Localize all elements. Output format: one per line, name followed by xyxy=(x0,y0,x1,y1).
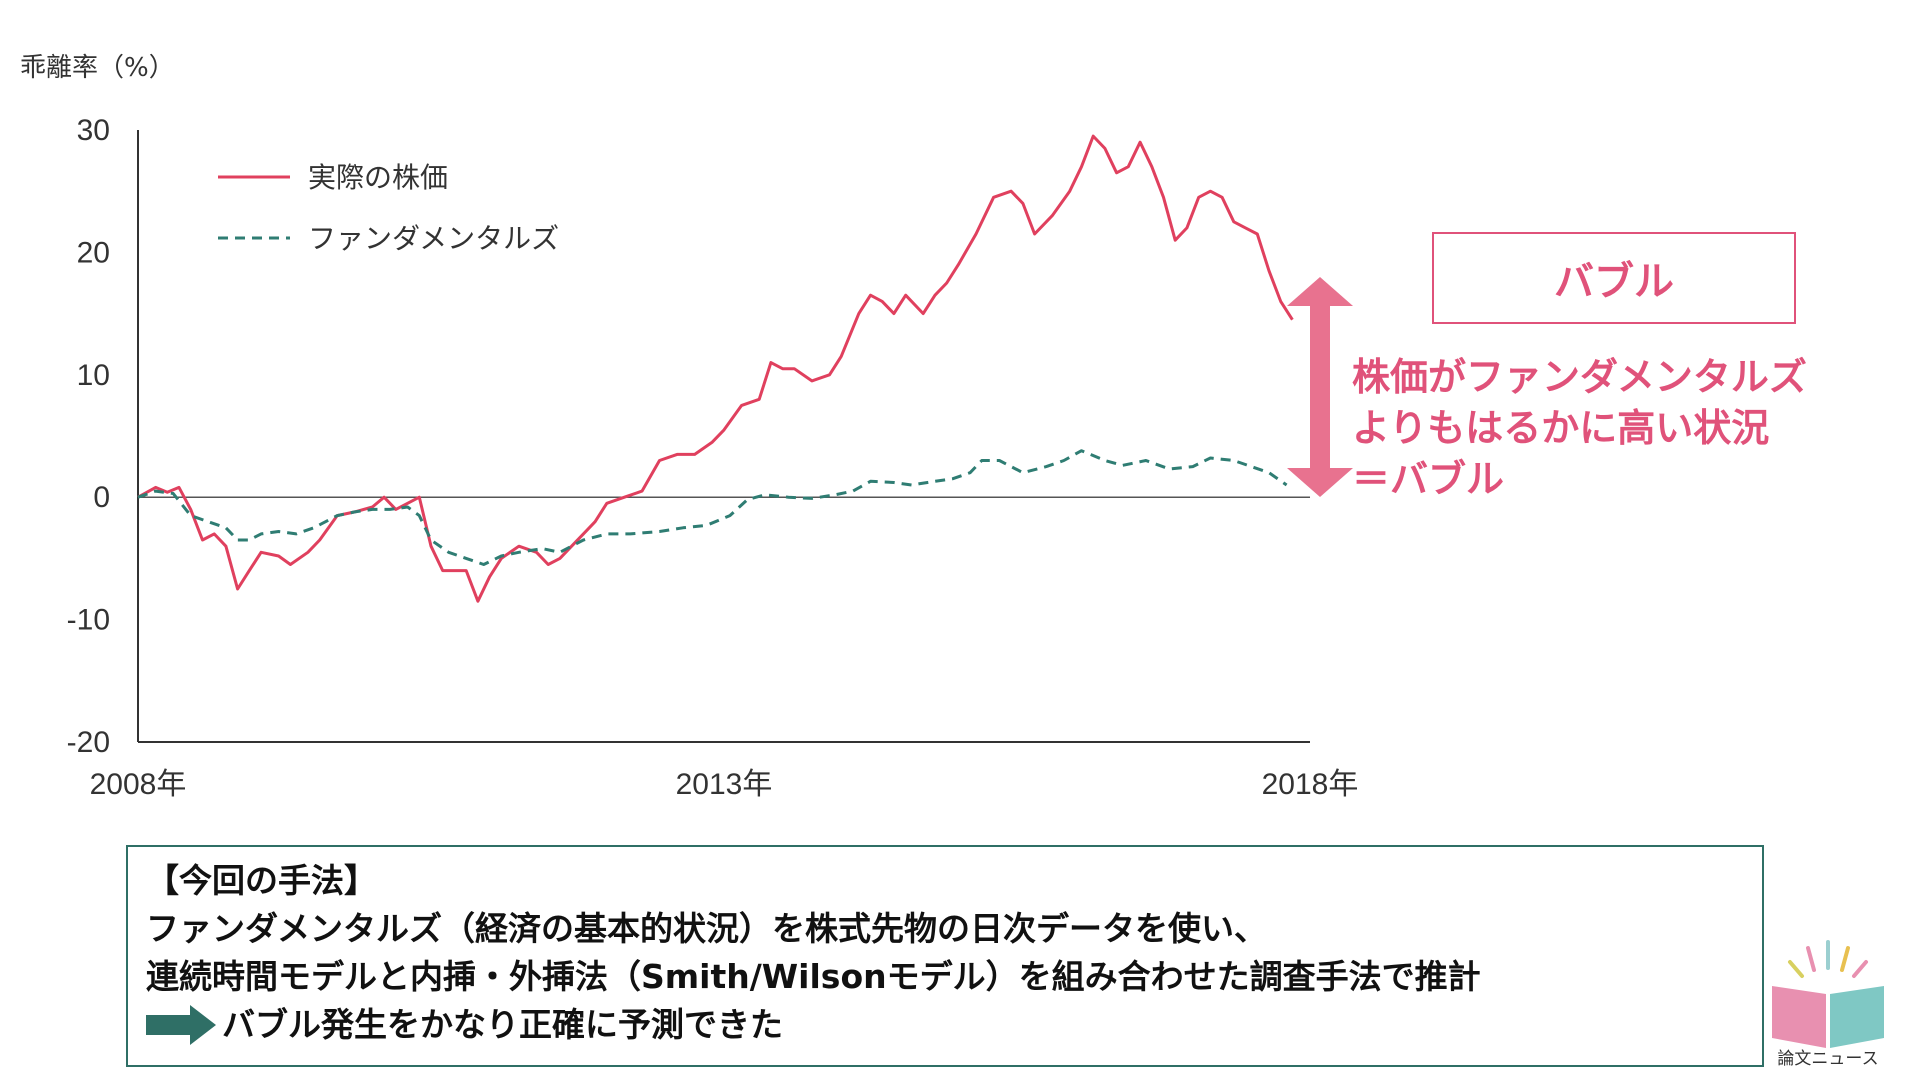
y-tick-label: 20 xyxy=(77,236,110,269)
series-line-actual-price xyxy=(137,134,1294,603)
method-line-2: 連続時間モデルと内挿・外挿法（Smith/Wilsonモデル）を組み合わせた調査… xyxy=(146,957,1481,996)
y-tick-label: 0 xyxy=(93,481,110,514)
y-tick-label: -10 xyxy=(67,604,110,637)
method-box: 【今回の手法】 ファンダメンタルズ（経済の基本的状況）を株式先物の日次データを使… xyxy=(126,845,1764,1067)
x-tick-label: 2018年 xyxy=(1262,768,1359,801)
y-tick-label: 10 xyxy=(77,359,110,392)
bubble-annotation: 株価がファンダメンタルズ よりもはるかに高い状況 ＝バブル xyxy=(1352,352,1892,505)
bubble-label: バブル xyxy=(1554,259,1674,305)
method-line-1: ファンダメンタルズ（経済の基本的状況）を株式先物の日次データを使い、 xyxy=(146,909,1268,948)
y-tick-label: -20 xyxy=(67,726,110,759)
legend-label-actual: 実際の株価 xyxy=(308,161,448,194)
x-tick-label: 2008年 xyxy=(90,768,187,801)
open-book-icon xyxy=(1772,940,1884,1048)
method-result: バブル発生をかなり正確に予測できた xyxy=(222,1005,783,1044)
annotation-line-1: 株価がファンダメンタルズ xyxy=(1352,355,1807,399)
logo-label: 論文ニュース xyxy=(1777,1049,1879,1069)
bubble-label-box: バブル xyxy=(1432,232,1796,324)
series-line-fundamentals xyxy=(137,449,1288,566)
x-tick-label: 2013年 xyxy=(676,768,773,801)
deviation-chart: 乖離率（%） 30 20 10 0 -10 -20 2008年 2013年 2018年 実際の… xyxy=(20,53,1359,801)
legend: 実際の株価 ファンダメンタルズ xyxy=(218,161,559,255)
y-tick-label: 30 xyxy=(77,114,110,147)
bubble-gap-arrow xyxy=(1287,277,1353,497)
y-axis-label: 乖離率（%） xyxy=(20,53,175,83)
annotation-line-2: よりもはるかに高い状況 xyxy=(1352,406,1770,450)
method-result-row: バブル発生をかなり正確に予測できた xyxy=(146,1001,1744,1049)
right-arrow-icon xyxy=(146,1005,216,1045)
method-title: 【今回の手法】 xyxy=(146,861,377,900)
annotation-line-3: ＝バブル xyxy=(1352,457,1505,501)
legend-label-fundamentals: ファンダメンタルズ xyxy=(308,222,559,255)
